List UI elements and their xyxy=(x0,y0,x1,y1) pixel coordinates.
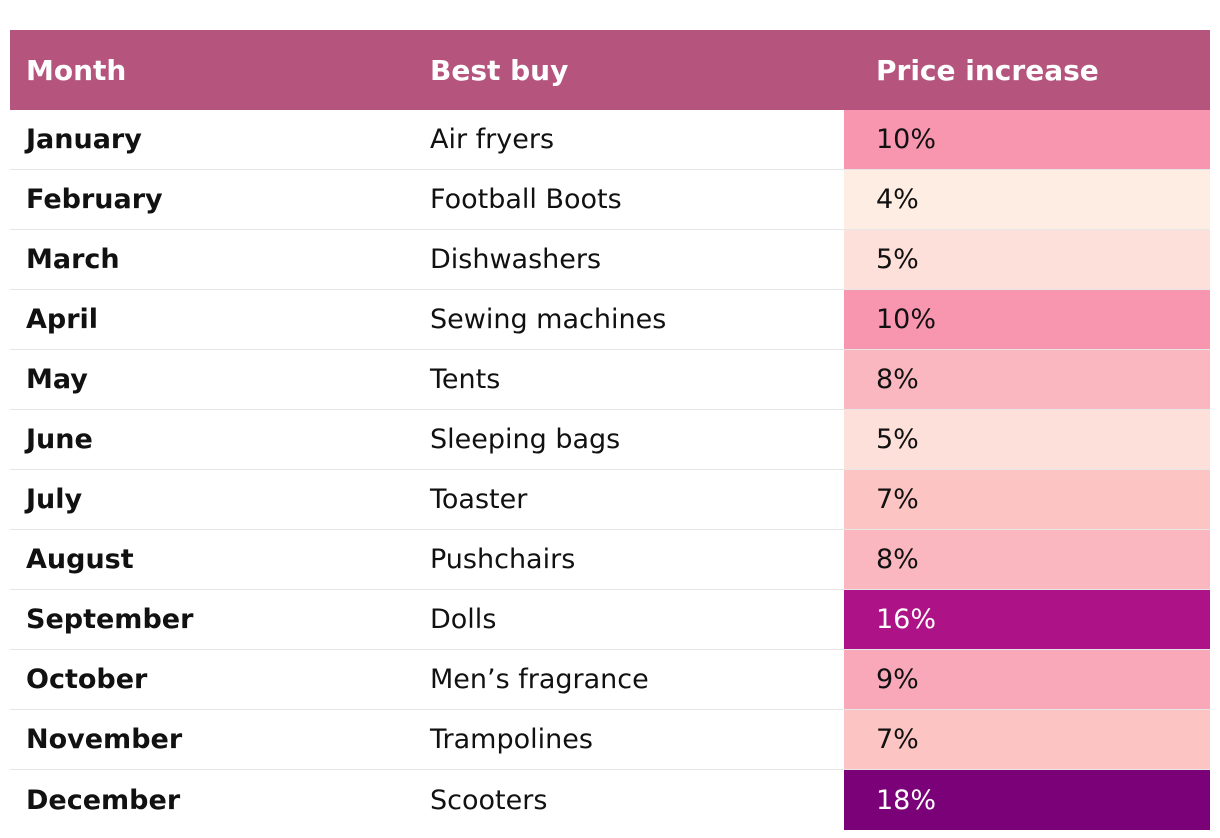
month-cell: January xyxy=(26,124,142,155)
header-month: Month xyxy=(26,53,127,87)
month-cell: May xyxy=(26,364,88,395)
price-table: Month Best buy Price increase January Air… xyxy=(10,30,1210,830)
price-increase-cell: 7% xyxy=(844,710,1210,769)
table-row: August Pushchairs 8% xyxy=(10,530,1210,590)
table-row: November Trampolines 7% xyxy=(10,710,1210,770)
price-increase-cell: 5% xyxy=(844,410,1210,469)
month-cell: July xyxy=(26,484,83,515)
best-buy-cell: Scooters xyxy=(430,784,548,816)
month-cell: February xyxy=(26,184,163,215)
header-best-buy: Best buy xyxy=(430,53,569,87)
table-row: September Dolls 16% xyxy=(10,590,1210,650)
price-increase-cell: 18% xyxy=(844,770,1210,830)
table-row: July Toaster 7% xyxy=(10,470,1210,530)
price-increase-label: 10% xyxy=(876,124,937,155)
table-row: April Sewing machines 10% xyxy=(10,290,1210,350)
table-row: January Air fryers 10% xyxy=(10,110,1210,170)
table-body: January Air fryers 10% February Football Boo… xyxy=(10,110,1210,830)
price-increase-label: 10% xyxy=(876,304,937,335)
price-increase-label: 18% xyxy=(876,784,937,816)
price-increase-cell: 8% xyxy=(844,530,1210,589)
price-increase-cell: 4% xyxy=(844,170,1210,229)
price-increase-cell: 10% xyxy=(844,110,1210,169)
table-row: May Tents 8% xyxy=(10,350,1210,410)
month-cell: November xyxy=(26,724,183,755)
price-increase-cell: 10% xyxy=(844,290,1210,349)
price-increase-label: 9% xyxy=(876,664,919,695)
table-row: December Scooters 18% xyxy=(10,770,1210,830)
month-cell: August xyxy=(26,544,134,575)
price-increase-label: 4% xyxy=(876,184,919,215)
price-increase-cell: 9% xyxy=(844,650,1210,709)
table-row: February Football Boots 4% xyxy=(10,170,1210,230)
header-price-increase: Price increase xyxy=(876,53,1099,87)
month-cell: September xyxy=(26,604,194,635)
month-cell: March xyxy=(26,244,120,275)
best-buy-cell: Toaster xyxy=(430,484,528,515)
best-buy-cell: Sleeping bags xyxy=(430,424,621,455)
price-increase-label: 8% xyxy=(876,544,919,575)
best-buy-cell: Sewing machines xyxy=(430,304,667,335)
price-increase-label: 16% xyxy=(876,604,937,635)
price-increase-label: 7% xyxy=(876,484,919,515)
price-increase-cell: 8% xyxy=(844,350,1210,409)
best-buy-cell: Pushchairs xyxy=(430,544,576,575)
price-increase-cell: 16% xyxy=(844,590,1210,649)
month-cell: June xyxy=(26,424,93,455)
best-buy-cell: Men’s fragrance xyxy=(430,664,649,695)
month-cell: December xyxy=(26,784,181,816)
price-increase-label: 5% xyxy=(876,244,919,275)
best-buy-cell: Tents xyxy=(430,364,501,395)
month-cell: October xyxy=(26,664,148,695)
price-increase-label: 7% xyxy=(876,724,919,755)
best-buy-cell: Dolls xyxy=(430,604,497,635)
table-row: June Sleeping bags 5% xyxy=(10,410,1210,470)
table-row: October Men’s fragrance 9% xyxy=(10,650,1210,710)
table-header: Month Best buy Price increase xyxy=(10,30,1210,110)
price-increase-label: 8% xyxy=(876,364,919,395)
price-increase-cell: 7% xyxy=(844,470,1210,529)
month-cell: April xyxy=(26,304,99,335)
best-buy-cell: Air fryers xyxy=(430,124,555,155)
price-increase-cell: 5% xyxy=(844,230,1210,289)
best-buy-cell: Dishwashers xyxy=(430,244,602,275)
best-buy-cell: Football Boots xyxy=(430,184,622,215)
table-row: March Dishwashers 5% xyxy=(10,230,1210,290)
best-buy-cell: Trampolines xyxy=(430,724,593,755)
price-increase-label: 5% xyxy=(876,424,919,455)
